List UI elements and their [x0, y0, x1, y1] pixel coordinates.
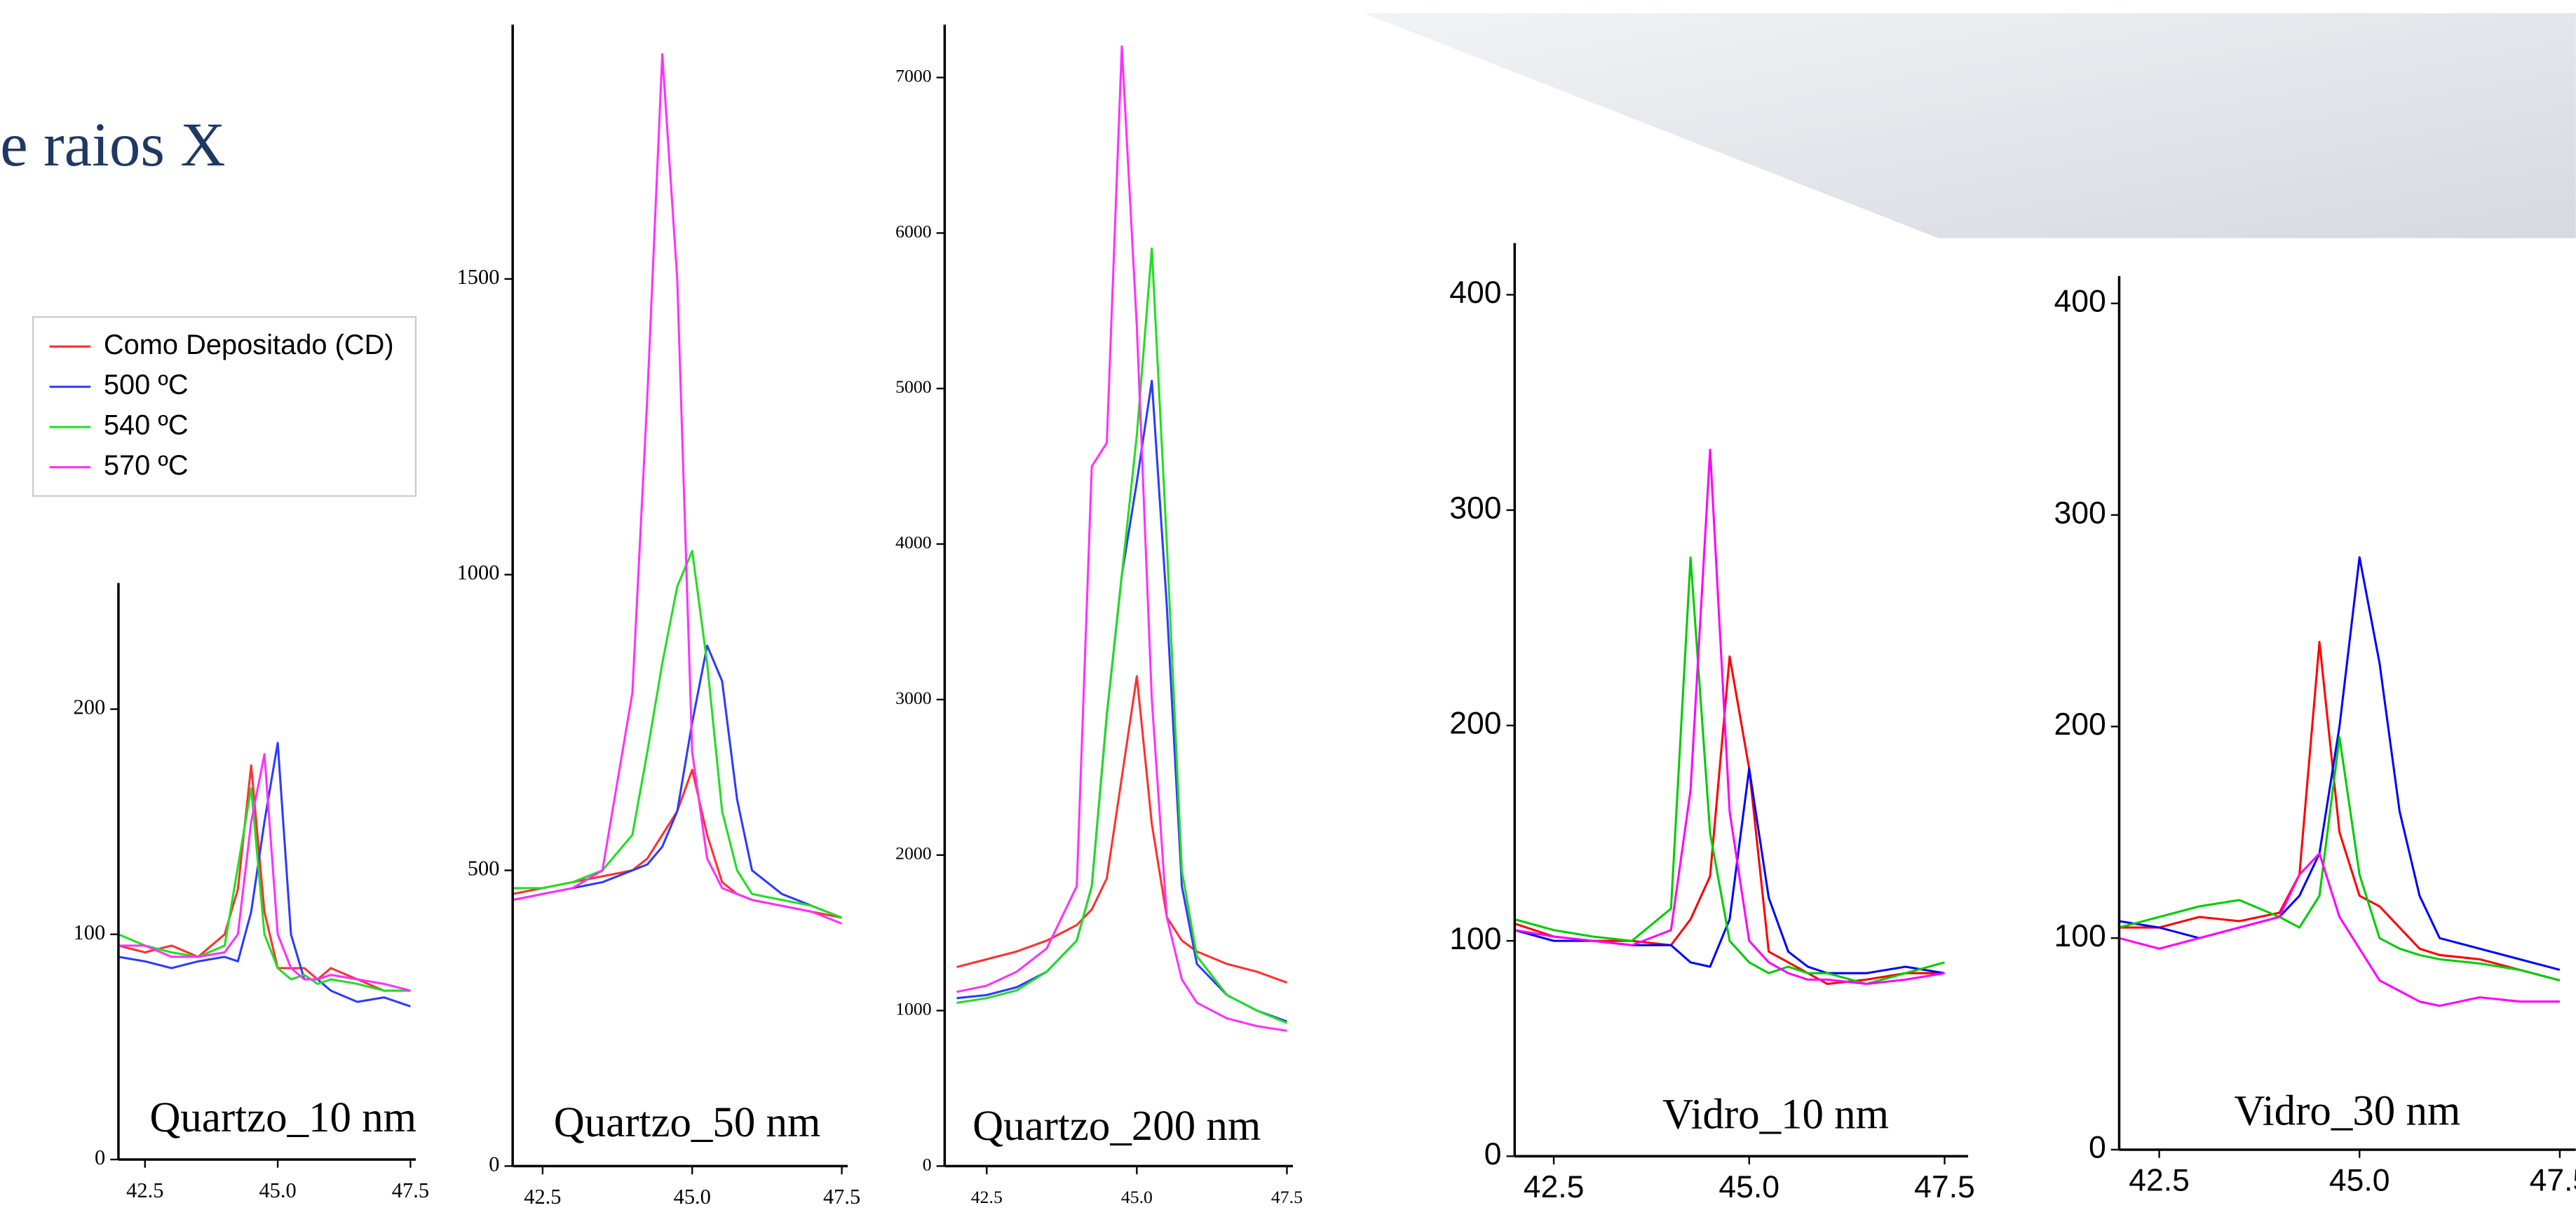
- chart: 0 1000 2000 3000 4000 5000 6000 7000 42.5 45.0 47.…: [895, 25, 1303, 1207]
- chart-annotation: Vidro_10 nm: [1662, 1091, 1889, 1138]
- y-tick-label: 6000: [895, 221, 932, 241]
- x-tick-label: 42.5: [2129, 1164, 2190, 1198]
- x-tick-label: 42.5: [524, 1185, 561, 1209]
- chart-annotation: Quartzo_50 nm: [554, 1099, 821, 1146]
- y-tick-label: 3000: [895, 688, 932, 708]
- decor-shape: [1363, 13, 2576, 238]
- y-tick-label: 200: [2054, 707, 2106, 742]
- series-line: [2119, 852, 2560, 1007]
- y-tick-label: 100: [74, 920, 106, 944]
- x-tick-label: 47.5: [392, 1178, 429, 1202]
- y-tick-label: 1500: [457, 265, 500, 289]
- y-tick-label: 1000: [895, 998, 932, 1019]
- chart: 0 500 1000 1500 42.5 45.0 47.5 Quartzo_50 nm: [457, 25, 860, 1209]
- series-line: [512, 644, 843, 919]
- y-tick-label: 300: [1449, 491, 1501, 525]
- y-tick-label: 100: [1449, 922, 1501, 956]
- chart-annotation: Quartzo_200 nm: [972, 1103, 1261, 1150]
- y-tick-label: 300: [2054, 496, 2106, 530]
- legend-label: Como Depositado (CD): [104, 329, 394, 360]
- chart: 0 100 200 42.5 45.0 47.5 Quartzo_10 nm: [74, 583, 429, 1202]
- series-line: [2119, 735, 2561, 981]
- y-tick-label: 0: [1484, 1137, 1502, 1171]
- y-tick-label: 200: [74, 695, 106, 719]
- y-tick-label: 400: [1449, 276, 1501, 310]
- chart: 0 100 200 300 400 42.5 45.0 47.5 Vidro_10 nm: [1449, 243, 1975, 1204]
- x-tick-label: 47.5: [1271, 1187, 1303, 1207]
- series-line: [2119, 556, 2561, 971]
- series-line: [118, 787, 411, 992]
- series-line: [118, 764, 411, 992]
- series-line: [2119, 641, 2561, 981]
- y-tick-label: 2000: [895, 843, 932, 864]
- y-tick-label: 400: [2054, 285, 2106, 319]
- series-line: [513, 550, 843, 919]
- legend-box: [32, 315, 417, 497]
- legend: Como Depositado (CD) 500 ºC 540 ºC 570 ºC: [32, 315, 417, 497]
- y-tick-label: 5000: [895, 376, 932, 397]
- series-line: [1514, 556, 1945, 986]
- x-tick-label: 42.5: [1524, 1170, 1585, 1204]
- legend-label: 570 ºC: [104, 450, 189, 481]
- y-tick-label: 0: [95, 1145, 105, 1169]
- series-line: [956, 379, 1287, 1023]
- series-line: [956, 247, 1288, 1024]
- series-line: [512, 53, 843, 925]
- x-tick-label: 45.0: [1121, 1187, 1153, 1207]
- x-tick-label: 42.5: [971, 1187, 1003, 1207]
- x-tick-label: 47.5: [823, 1185, 860, 1209]
- x-tick-label: 45.0: [1719, 1170, 1780, 1204]
- slide-title: e raios X: [0, 111, 225, 179]
- y-tick-label: 1000: [457, 561, 500, 585]
- series-line: [1514, 449, 1945, 986]
- chart-annotation: Vidro_30 nm: [2234, 1088, 2460, 1135]
- y-tick-label: 500: [468, 857, 500, 881]
- y-tick-label: 0: [2089, 1131, 2106, 1165]
- series-line: [956, 675, 1287, 984]
- y-tick-label: 100: [2054, 919, 2106, 953]
- y-tick-label: 7000: [895, 65, 932, 86]
- x-tick-label: 45.0: [2329, 1164, 2390, 1198]
- legend-label: 500 ºC: [104, 369, 189, 400]
- y-tick-label: 0: [489, 1152, 499, 1176]
- y-tick-label: 4000: [895, 532, 932, 552]
- chart: 0 100 200 300 400 42.5 45.0 47.5 Vidro_30 nm: [2054, 276, 2576, 1198]
- chart-annotation: Quartzo_10 nm: [149, 1094, 416, 1141]
- x-tick-label: 45.0: [674, 1185, 711, 1209]
- legend-label: 540 ºC: [104, 410, 189, 441]
- series-line: [118, 742, 411, 1008]
- x-tick-label: 47.5: [1914, 1170, 1975, 1204]
- series-line: [512, 768, 842, 919]
- series-line: [118, 753, 411, 992]
- y-tick-label: 200: [1449, 707, 1501, 741]
- series-line: [956, 45, 1287, 1032]
- y-tick-label: 0: [923, 1154, 932, 1174]
- x-tick-label: 47.5: [2530, 1164, 2576, 1198]
- x-tick-label: 45.0: [259, 1178, 296, 1202]
- x-tick-label: 42.5: [126, 1178, 163, 1202]
